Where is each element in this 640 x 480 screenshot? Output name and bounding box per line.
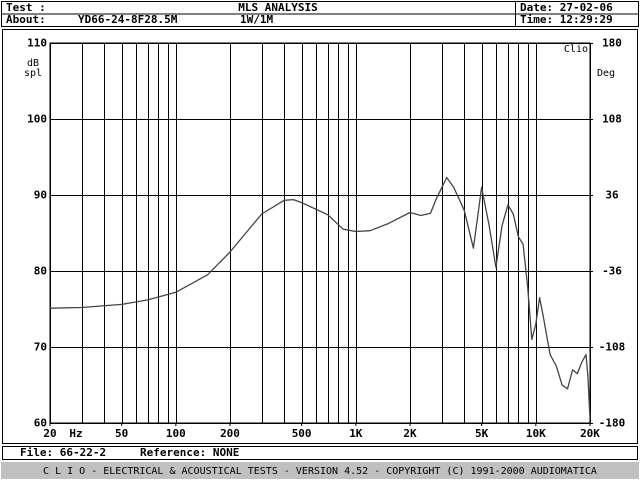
y-tick-label: 70 [34,341,47,354]
test-label: Test : [6,1,46,14]
banner-text: C L I O - ELECTRICAL & ACOUSTICAL TESTS … [43,466,597,477]
x-tick-label: 20 [43,427,56,440]
y-tick-label: 100 [27,113,47,126]
x-tick-label: 20K [580,427,600,440]
header-date: Date: 27-02-06 [520,1,613,14]
y2-tick-label: 180 [602,37,622,50]
y-axis-label: spl [24,68,42,79]
y-tick-label: 80 [34,265,47,278]
y-axis-label: dB [27,58,39,69]
plot-frame [2,29,638,444]
y2-axis-label: Deg [597,68,615,79]
x-tick-label: 500 [292,427,312,440]
y2-tick-label: 36 [605,189,619,202]
y-tick-label: 90 [34,189,47,202]
y2-tick-label: 108 [602,113,622,126]
header-time: Time: 12:29:29 [520,13,613,26]
corner-label: Clio [564,44,588,55]
banner-bar [1,462,639,479]
x-tick-label: 1K [349,427,363,440]
file-text: File: 66-22-2 [20,446,106,459]
y2-tick-label: -108 [599,341,626,354]
level-text: 1W/1M [240,13,273,26]
reference-text: Reference: NONE [140,446,239,459]
x-tick-label: 100 [166,427,186,440]
x-tick-label: 50 [115,427,128,440]
y2-tick-label: -180 [599,417,626,430]
response-curve [49,176,591,420]
about-text: YD66-24-8F28.5M [78,13,178,26]
x-tick-label: 10K [526,427,546,440]
x-tick-label: 2K [403,427,417,440]
y-tick-label: 60 [34,417,47,430]
y-tick-label: 110 [27,37,47,50]
plot: 60 70 80 90 100 110 -180 -108 -36 36 108 180 20 50 100… [24,37,625,441]
header-title: MLS ANALYSIS [238,1,317,14]
file-box [2,446,638,460]
x-tick-label: 5K [475,427,489,440]
x-unit: Hz [69,427,82,440]
y2-tick-label: -36 [602,265,622,278]
about-label: About: [6,13,46,26]
x-tick-label: 200 [220,427,240,440]
